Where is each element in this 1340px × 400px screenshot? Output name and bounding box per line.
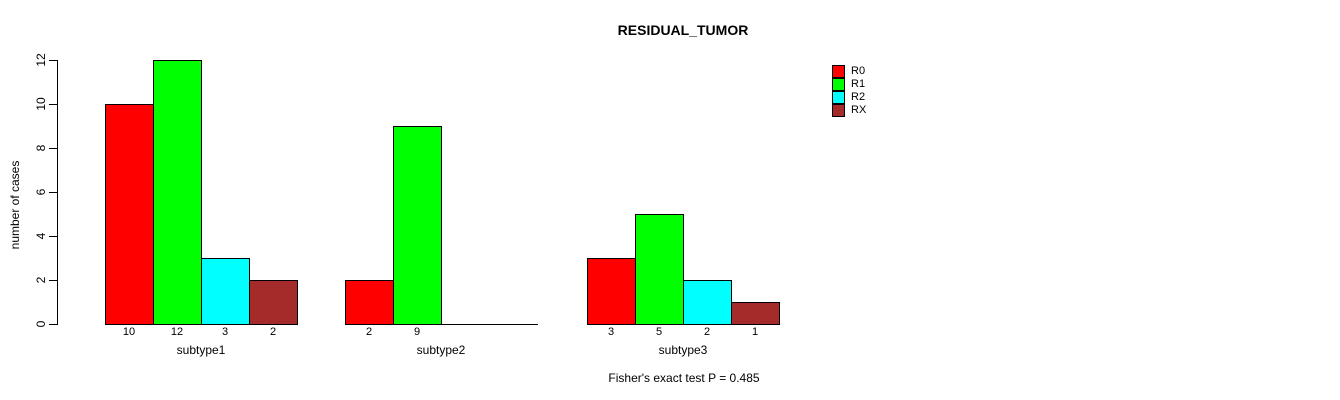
y-axis-tick-label: 8 xyxy=(34,144,48,152)
bar-value-label: 2 xyxy=(365,326,373,338)
legend-swatch-R2 xyxy=(832,91,845,104)
legend-swatch-R0 xyxy=(832,65,845,78)
bar-R1-subtype2 xyxy=(393,126,442,325)
x-category-label-subtype2: subtype2 xyxy=(416,343,466,357)
y-axis-tick-label: 12 xyxy=(34,53,48,67)
y-axis-tick xyxy=(49,324,57,325)
y-axis-tick xyxy=(49,60,57,61)
bar-value-label: 3 xyxy=(221,326,229,338)
legend-item-R1: R1 xyxy=(832,78,866,91)
y-axis-tick xyxy=(49,280,57,281)
bar-R1-subtype3 xyxy=(635,214,684,325)
y-axis-line xyxy=(57,60,58,325)
bar-value-label: 3 xyxy=(607,326,615,338)
y-axis-tick-label: 2 xyxy=(34,276,48,284)
legend-swatch-RX xyxy=(832,104,845,117)
zero-bar-RX-subtype2 xyxy=(489,324,538,325)
footnote-fishers-test: Fisher's exact test P = 0.485 xyxy=(608,371,760,385)
bar-RX-subtype3 xyxy=(731,302,780,325)
legend-swatch-R1 xyxy=(832,78,845,91)
y-axis-tick xyxy=(49,236,57,237)
bar-value-label: 5 xyxy=(655,326,663,338)
bar-value-label: 10 xyxy=(122,326,136,338)
legend-item-R2: R2 xyxy=(832,91,866,104)
bar-R2-subtype1 xyxy=(201,258,250,325)
bar-value-label: 2 xyxy=(703,326,711,338)
bar-R0-subtype1 xyxy=(105,104,154,325)
chart-title: RESIDUAL_TUMOR xyxy=(617,22,749,38)
bar-value-label: 1 xyxy=(751,326,759,338)
bar-value-label: 12 xyxy=(170,326,184,338)
y-axis-tick-label: 4 xyxy=(34,232,48,240)
x-category-label-subtype1: subtype1 xyxy=(176,343,226,357)
legend-label-R2: R2 xyxy=(851,91,866,103)
y-axis-tick xyxy=(49,104,57,105)
y-axis-tick-label: 6 xyxy=(34,188,48,196)
bar-value-label: 2 xyxy=(269,326,277,338)
x-category-label-subtype3: subtype3 xyxy=(658,343,708,357)
y-axis-label: number of cases xyxy=(8,160,22,250)
bar-R0-subtype2 xyxy=(345,280,394,325)
legend-item-R0: R0 xyxy=(832,65,866,78)
y-axis-tick xyxy=(49,192,57,193)
bar-R0-subtype3 xyxy=(587,258,636,325)
y-axis-tick-label: 10 xyxy=(34,97,48,111)
bar-RX-subtype1 xyxy=(249,280,298,325)
bar-value-label: 9 xyxy=(413,326,421,338)
bar-R1-subtype1 xyxy=(153,60,202,325)
legend-item-RX: RX xyxy=(832,104,866,117)
legend-label-R0: R0 xyxy=(851,65,866,77)
bar-R2-subtype3 xyxy=(683,280,732,325)
zero-bar-R2-subtype2 xyxy=(441,324,490,325)
legend-label-RX: RX xyxy=(851,104,867,116)
y-axis-tick-label: 0 xyxy=(34,320,48,328)
legend: R0 R1 R2 RX xyxy=(832,65,866,117)
legend-label-R1: R1 xyxy=(851,78,866,90)
y-axis-tick xyxy=(49,148,57,149)
